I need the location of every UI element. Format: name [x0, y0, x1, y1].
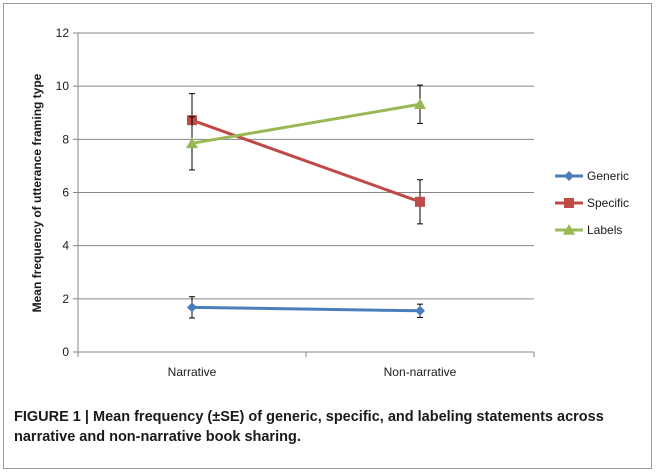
legend-marker — [564, 171, 574, 181]
caption-prefix: FIGURE 1 | — [14, 409, 93, 425]
legend-item-labels: Labels — [555, 223, 622, 237]
y-tick-label: 6 — [62, 186, 69, 200]
data-point — [415, 196, 425, 207]
series-specific — [187, 93, 425, 225]
y-tick-label: 8 — [62, 132, 69, 146]
y-tick-label: 12 — [56, 26, 70, 40]
data-point — [415, 305, 425, 316]
series-line — [191, 102, 421, 145]
legend-marker — [564, 198, 574, 208]
y-tick-label: 2 — [62, 292, 69, 306]
gridlines — [78, 32, 534, 300]
caption-text: Mean frequency (±SE) of generic, specifi… — [14, 409, 604, 445]
legend-item-specific: Specific — [555, 196, 629, 210]
chart: 0 2 4 6 8 10 12 Narrative Non-narrative Mean fre… — [30, 26, 629, 379]
data-point — [186, 137, 198, 149]
series-generic — [187, 296, 425, 319]
legend: Generic Specific Labels — [555, 169, 629, 237]
series-line — [191, 118, 421, 204]
y-axis-label: Mean frequency of utterance framing type — [30, 73, 44, 312]
data-point — [414, 98, 426, 110]
data-point — [187, 302, 197, 313]
series-labels — [186, 84, 426, 171]
figure-frame — [3, 3, 652, 469]
axes: 0 2 4 6 8 10 12 Narrative Non-narrative — [56, 26, 535, 379]
legend-label: Generic — [587, 169, 629, 183]
x-tick-label: Narrative — [168, 365, 217, 379]
x-tick-label: Non-narrative — [384, 365, 457, 379]
y-tick-label: 4 — [62, 239, 69, 253]
figure-caption: FIGURE 1 | Mean frequency (±SE) of gener… — [14, 407, 634, 447]
legend-label: Specific — [587, 196, 629, 210]
y-tick-label: 10 — [56, 79, 70, 93]
series — [186, 84, 426, 319]
legend-label: Labels — [587, 223, 622, 237]
legend-marker — [563, 224, 575, 235]
series-line — [191, 305, 421, 313]
y-tick-label: 0 — [62, 345, 69, 359]
legend-item-generic: Generic — [555, 169, 629, 183]
